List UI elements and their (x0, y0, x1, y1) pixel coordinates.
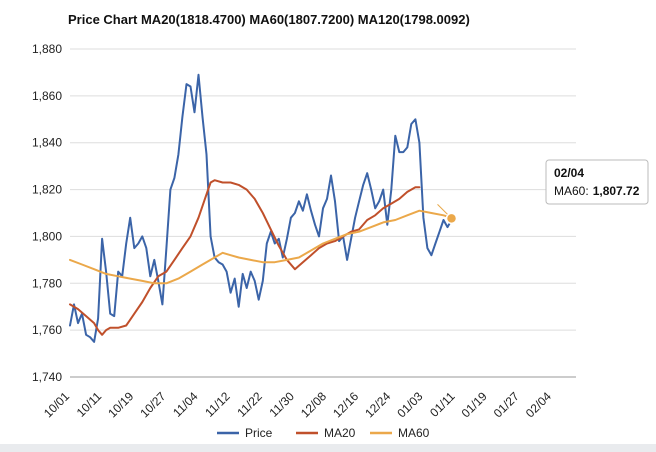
x-tick-label: 11/04 (170, 389, 201, 420)
series-line-ma60 (69, 209, 453, 285)
x-tick-label: 10/19 (105, 389, 136, 420)
tooltip: 02/04 MA60: 1,807.72 (437, 159, 649, 225)
legend-label-ma20: MA20 (324, 426, 356, 440)
tooltip-value-line: MA60: 1,807.72 (554, 184, 640, 198)
y-tick-label: 1,800 (32, 229, 62, 243)
tooltip-series-label: MA60: (554, 184, 589, 198)
x-axis: 10/01 10/11 10/19 10/27 11/04 11/12 11/22 11/30… (41, 389, 554, 420)
x-tick-label: 12/08 (298, 389, 329, 420)
chart-title: Price Chart MA20(1818.4700) MA60(1807.72… (68, 12, 470, 27)
x-tick-label: 12/24 (362, 389, 393, 420)
x-tick-label: 01/27 (491, 389, 522, 420)
x-tick-label: 10/27 (137, 389, 168, 420)
x-tick-label: 10/11 (74, 389, 105, 420)
x-tick-label: 01/03 (394, 389, 425, 420)
y-tick-label: 1,880 (32, 42, 62, 56)
tooltip-value: 1,807.72 (593, 184, 640, 198)
bottom-strip (0, 444, 656, 452)
y-tick-label: 1,840 (32, 136, 62, 150)
y-tick-label: 1,760 (32, 323, 62, 337)
y-tick-label: 1,780 (32, 276, 62, 290)
tooltip-marker (445, 212, 458, 225)
tooltip-marker-line (437, 203, 448, 215)
x-tick-label: 11/12 (202, 389, 233, 420)
series-lines (69, 73, 453, 343)
x-tick-label: 01/19 (459, 389, 490, 420)
x-tick-label: 12/16 (330, 389, 361, 420)
x-tick-label: 10/01 (41, 389, 72, 420)
series-line-price (69, 73, 453, 343)
tooltip-box (545, 159, 649, 205)
x-tick-label: 11/30 (267, 389, 298, 420)
legend-label-price: Price (245, 426, 273, 440)
grid-lines (70, 48, 576, 378)
y-tick-label: 1,740 (32, 370, 62, 384)
legend: Price MA20 MA60 (217, 426, 430, 440)
x-tick-label: 02/04 (523, 389, 554, 420)
tooltip-date: 02/04 (554, 166, 584, 180)
y-axis: 1,740 1,760 1,780 1,800 1,820 1,840 1,860 1,880 (32, 42, 62, 384)
x-tick-label: 11/22 (234, 389, 265, 420)
y-tick-label: 1,860 (32, 89, 62, 103)
series-line-ma20 (69, 179, 421, 336)
y-tick-label: 1,820 (32, 183, 62, 197)
legend-label-ma60: MA60 (398, 426, 430, 440)
x-tick-label: 01/11 (427, 389, 458, 420)
